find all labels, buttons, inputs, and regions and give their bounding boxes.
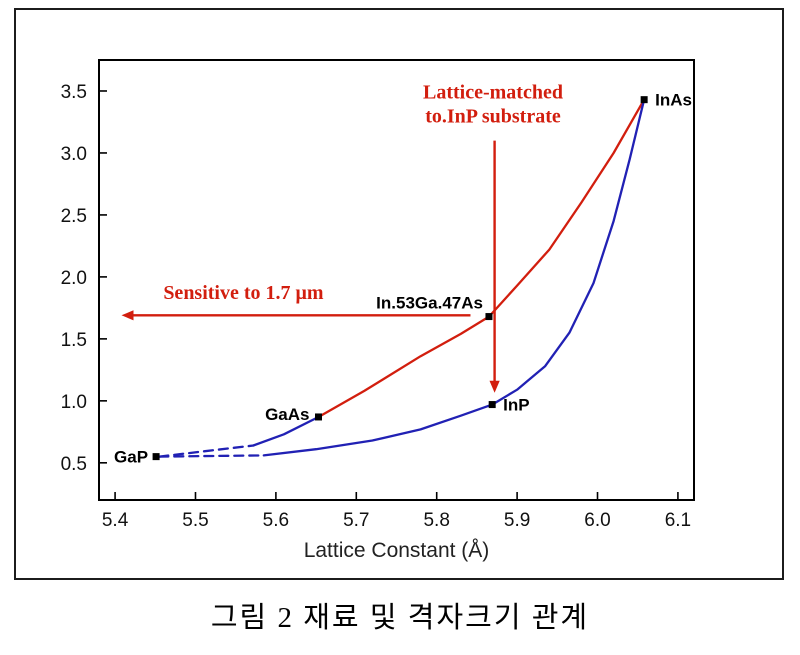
point-InAs <box>640 96 648 104</box>
x-tick-label: 5.9 <box>504 510 530 531</box>
point-GaP <box>152 453 160 461</box>
annotation-lattice-matched: Lattice-matched to.InP substrate <box>423 81 563 127</box>
y-tick-label: 3.0 <box>61 144 87 165</box>
point-GaAs <box>315 413 323 421</box>
curve-gap-dashed-upper <box>158 444 255 458</box>
point-InP <box>488 401 496 409</box>
x-tick-label: 5.8 <box>423 510 449 531</box>
lattice-constant-chart: 5.4 5.5 5.6 5.7 5.8 5.9 6.0 6.1 0.5 1.0 1.5 2.0 2.5 3… <box>61 59 695 562</box>
lattice-matched-arrow-head <box>489 380 500 393</box>
x-axis-label: Lattice Constant (Å) <box>304 539 490 562</box>
figure-caption: 그림 2 재료 및 격자크기 관계 <box>210 602 590 634</box>
point-label-GaP: GaP <box>114 448 148 467</box>
annotation-sensitive: Sensitive to 1.7 μm <box>163 282 324 304</box>
point-label-In.53Ga.47As: In.53Ga.47As <box>376 294 483 313</box>
point-label-InP: InP <box>503 396 529 415</box>
y-tick-label: 2.5 <box>61 206 87 227</box>
curve-ingaas-ternary-red <box>317 98 646 419</box>
y-tick-label: 1.5 <box>61 330 87 351</box>
y-tick-label: 2.0 <box>61 268 87 289</box>
figure-border: 5.4 5.5 5.6 5.7 5.8 5.9 6.0 6.1 0.5 1.0 1.5 2.0 2.5 3… <box>14 8 784 580</box>
point-In.53Ga.47As <box>485 313 493 321</box>
y-tick-label: 1.0 <box>61 392 87 413</box>
x-tick-label: 6.1 <box>665 510 691 531</box>
y-tick-label: 3.5 <box>61 82 87 103</box>
y-tick-label: 0.5 <box>61 454 87 475</box>
point-label-InAs: InAs <box>655 91 692 110</box>
x-tick-label: 5.4 <box>102 510 129 531</box>
x-tick-label: 5.5 <box>182 510 208 531</box>
sensitive-arrow-head <box>121 310 134 321</box>
x-tick-label: 5.6 <box>263 510 289 531</box>
curve-gaas-branch-blue <box>252 415 320 447</box>
curve-gap-dashed-lower <box>158 454 265 458</box>
curve-binary-blue-main <box>262 98 646 457</box>
x-tick-label: 6.0 <box>584 510 610 531</box>
x-tick-label: 5.7 <box>343 510 369 531</box>
point-label-GaAs: GaAs <box>265 405 309 424</box>
